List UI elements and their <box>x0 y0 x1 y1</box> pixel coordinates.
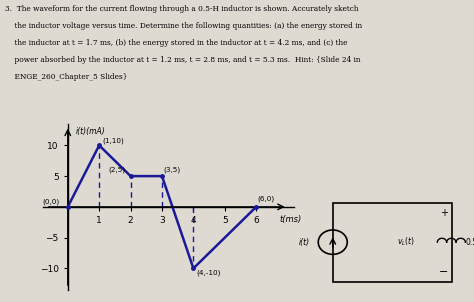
Text: i(t)(mA): i(t)(mA) <box>76 127 105 136</box>
Text: the inductor at t = 1.7 ms, (b) the energy stored in the inductor at t = 4.2 ms,: the inductor at t = 1.7 ms, (b) the ener… <box>5 39 347 47</box>
Text: (4,-10): (4,-10) <box>197 269 221 276</box>
Text: (2,5): (2,5) <box>109 166 126 173</box>
Text: +: + <box>440 208 447 218</box>
Text: 3.  The waveform for the current flowing through a 0.5-H inductor is shown. Accu: 3. The waveform for the current flowing … <box>5 5 358 12</box>
Text: i(t): i(t) <box>299 238 310 247</box>
Text: t(ms): t(ms) <box>280 215 302 224</box>
Text: (3,5): (3,5) <box>164 166 181 173</box>
Text: (1,10): (1,10) <box>102 137 124 143</box>
Text: 0.5H: 0.5H <box>466 238 474 247</box>
Text: (6,0): (6,0) <box>258 195 275 202</box>
Text: ENGE_260_Chapter_5 Slides}: ENGE_260_Chapter_5 Slides} <box>5 73 127 81</box>
Text: (0,0): (0,0) <box>43 198 60 205</box>
Text: power absorbed by the inductor at t = 1.2 ms, t = 2.8 ms, and t = 5.3 ms.  Hint:: power absorbed by the inductor at t = 1.… <box>5 56 360 64</box>
Text: $v_L(t)$: $v_L(t)$ <box>397 236 415 249</box>
Text: −: − <box>439 267 448 277</box>
Text: the inductor voltage versus time. Determine the following quantities: (a) the en: the inductor voltage versus time. Determ… <box>5 22 362 30</box>
Bar <box>333 203 452 281</box>
